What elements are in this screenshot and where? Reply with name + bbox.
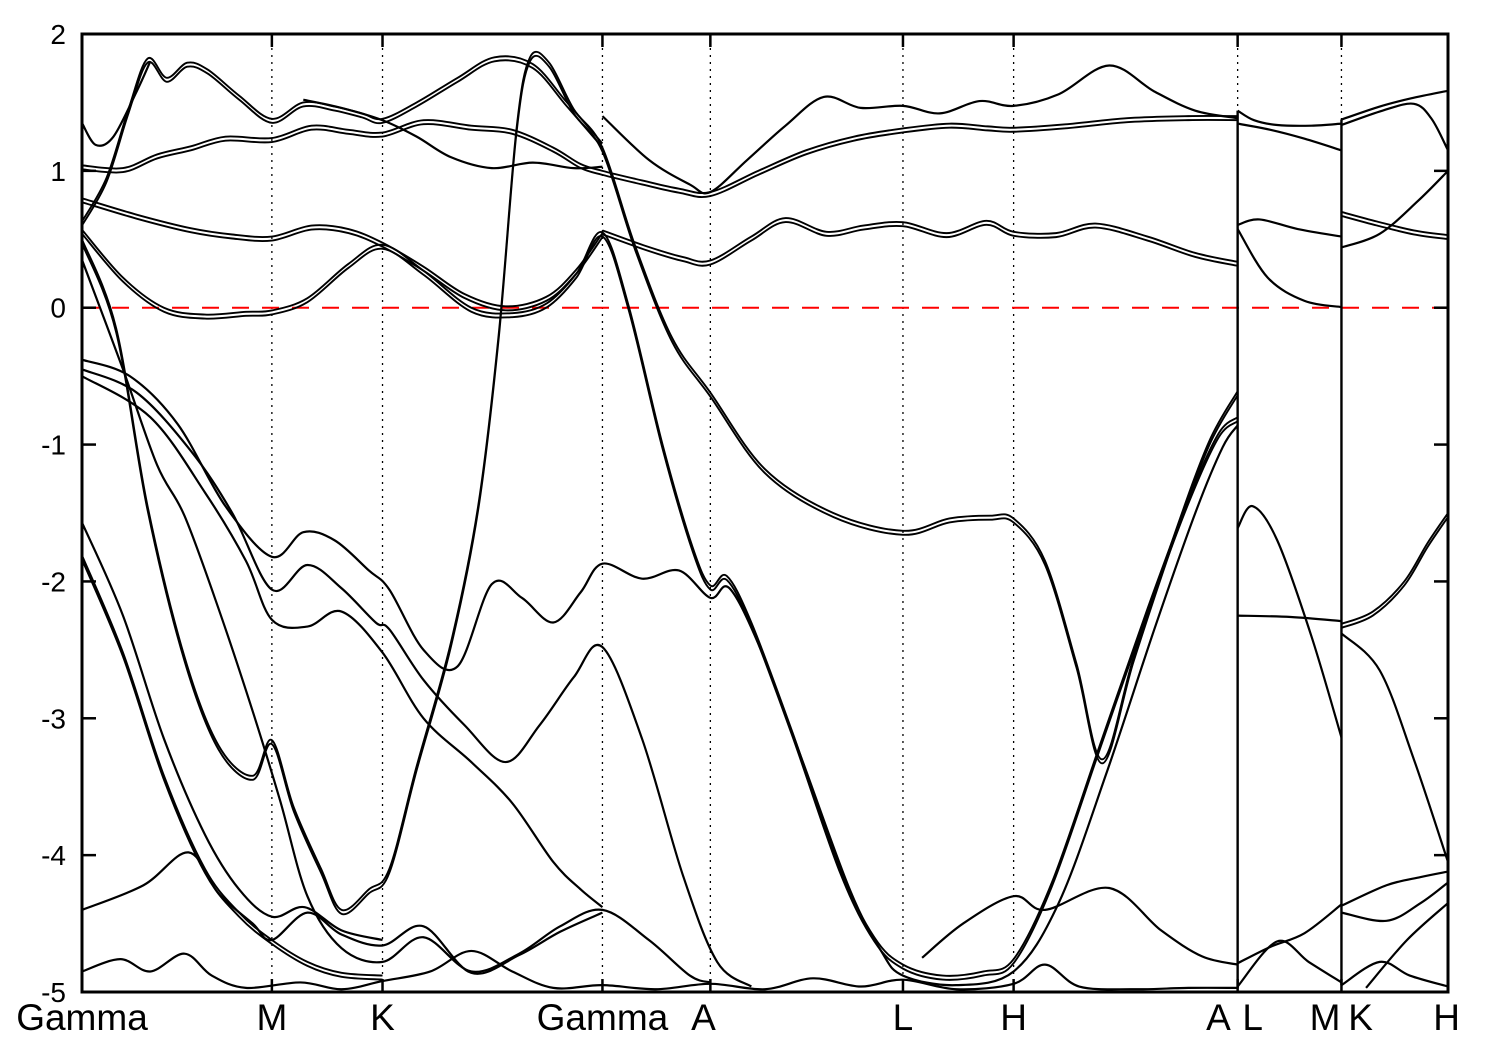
y-tick-label: -4 (41, 840, 66, 871)
x-tick-label: L (1242, 997, 1263, 1038)
y-tick-label: 0 (50, 293, 66, 324)
band-lm-low-1 (1237, 903, 1343, 965)
y-tick-label: 1 (50, 156, 66, 187)
band-kh-val-1 (1341, 512, 1448, 625)
band-mid-valence-3 (82, 375, 604, 909)
band-kh-mid-1 (1341, 210, 1448, 237)
axis-ticks (82, 32, 1448, 994)
band-lm-top-1 (1237, 109, 1342, 127)
x-tick-label: H (1000, 997, 1027, 1038)
x-tick-label: Gamma (537, 997, 669, 1038)
x-tick-label: A (691, 997, 716, 1038)
plot-border (80, 32, 1450, 994)
x-tick-label: M (1310, 997, 1341, 1038)
x-tick-label: M (256, 997, 287, 1038)
y-axis-labels: 2 1 0 -1 -2 -3 -4 -5 (41, 19, 66, 1008)
band-kh-mid-1-pair (1341, 214, 1448, 241)
band-cond-cross (303, 98, 603, 170)
plot-frame (80, 32, 1450, 994)
band-desc-pair (82, 197, 604, 308)
y-tick-label: 2 (50, 19, 66, 50)
band-kh-val-1-pair (1341, 516, 1448, 629)
band-kh-low-2 (1341, 881, 1448, 923)
band-cond-wavy (82, 115, 1238, 195)
band-gamma-deep-1 (82, 522, 383, 942)
band-bottom-flat (82, 949, 1238, 991)
y-tick-label: -5 (41, 977, 66, 1008)
band-cond-top (82, 55, 604, 222)
y-tick-label: -2 (41, 566, 66, 597)
band-upper-mid-wavy (602, 217, 1238, 263)
y-tick-label: -1 (41, 430, 66, 461)
band-lm-val-1 (1236, 505, 1343, 738)
band-upper-mid-peak (601, 64, 1238, 195)
x-tick-label: K (370, 997, 395, 1038)
band-kh-rise (1365, 902, 1448, 989)
band-cond-wavy-pair (82, 119, 1238, 199)
band-nfe-main (82, 50, 1239, 912)
panel-boundary-jumps (1236, 110, 1343, 988)
y-tick-label: -3 (41, 703, 66, 734)
band-cond-top-pair (82, 59, 604, 226)
band-kh-bottom (1340, 960, 1448, 988)
band-mid-valence-2 (82, 368, 752, 988)
band-kh-low-1 (1340, 870, 1448, 907)
band-gamma-deep-2 (82, 555, 383, 977)
band-cond-arc (82, 60, 152, 147)
x-axis-labels: Gamma M K Gamma A L H A L M K H (16, 997, 1460, 1038)
band-lm-val-flat (1237, 614, 1342, 623)
x-tick-label: A (1206, 997, 1231, 1038)
band-desc-pair-pair (82, 201, 604, 312)
x-tick-label: H (1433, 997, 1460, 1038)
band-upper-mid-wavy-pair (602, 221, 1238, 267)
band-kh-top-2 (1341, 102, 1448, 151)
band-nfe-second (82, 259, 711, 984)
band-lm-mid-2 (1236, 228, 1342, 309)
x-tick-label: K (1348, 997, 1373, 1038)
band-valence-dome (82, 229, 1239, 977)
band-curves (82, 50, 1448, 991)
band-kh-mid-2 (1341, 170, 1448, 249)
band-kh-val-2 (1340, 632, 1448, 863)
band-lm-mid-1 (1237, 218, 1342, 238)
band-valence-dome-pair (82, 233, 1239, 981)
band-low-wavy (82, 851, 603, 975)
band-lm-low-2 (1236, 939, 1343, 988)
band-kh-top-1 (1341, 89, 1448, 121)
x-tick-label: Gamma (16, 997, 148, 1038)
band-mid-valence-1 (82, 358, 1239, 987)
band-h-low-wavy (921, 886, 1238, 966)
band-lm-top-2 (1237, 122, 1342, 152)
x-tick-label: L (893, 997, 914, 1038)
